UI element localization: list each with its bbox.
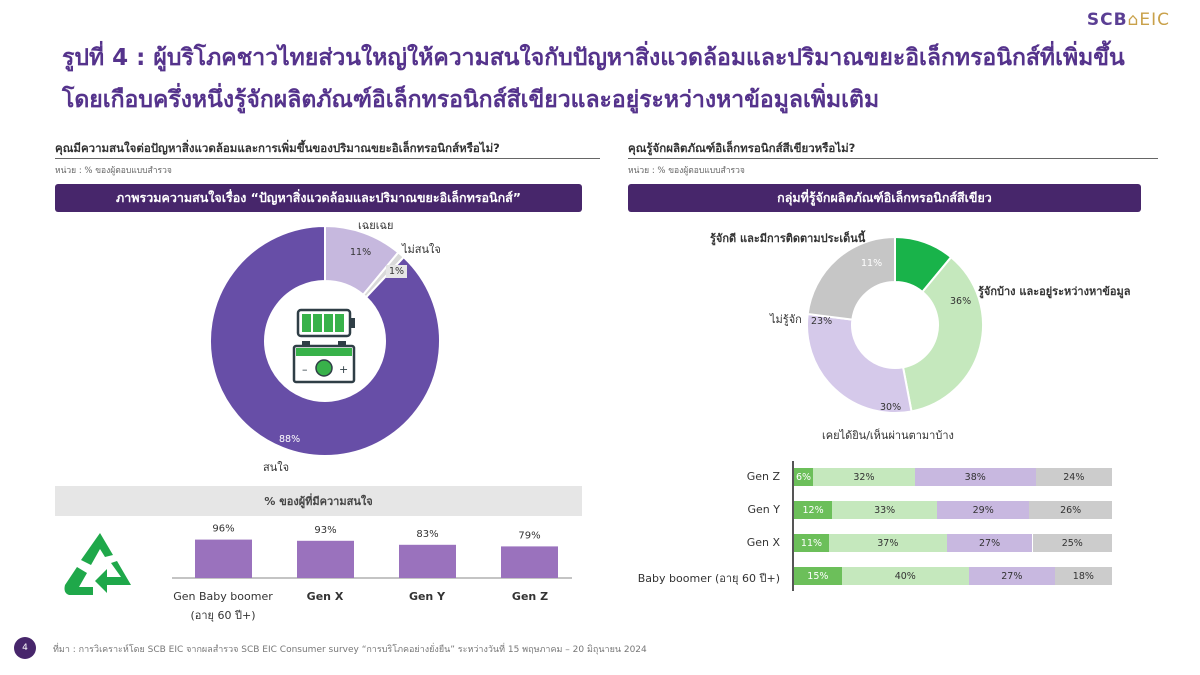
slice-label-interested: สนใจ [263, 461, 290, 474]
bar-cat-baby-boomer-line2: (อายุ 60 ปี+) [190, 609, 256, 622]
aware-label-unaware: ไม่รู้จัก [770, 313, 802, 326]
left-divider [55, 158, 600, 159]
scb-eic-logo: SCB⌂EIC [1087, 10, 1170, 30]
aware-value-unaware: 23% [811, 316, 833, 327]
interest-bar-2 [399, 544, 456, 578]
svg-text:+: + [339, 363, 348, 376]
stack-seg-0-0: 6% [794, 468, 814, 486]
right-divider [628, 158, 1158, 159]
bar-cat-gen-z: Gen Z [511, 590, 549, 603]
stack-seg-2-1: 37% [828, 534, 947, 552]
stack-seg-1-2: 29% [937, 501, 1030, 519]
interest-by-gen-header: % ของผู้ที่มีความสนใจ [55, 486, 582, 516]
interest-donut-chart: – + [209, 224, 441, 457]
page-title-line2: โดยเกือบครึ่งหนึ่งรู้จักผลิตภัณฑ์อิเล็กท… [62, 87, 880, 113]
bar-cat-gen-y: Gen Y [408, 590, 446, 603]
interest-bar-0 [195, 539, 252, 578]
right-question: คุณรู้จักผลิตภัณฑ์อิเล็กทรอนิกส์สีเขียวห… [628, 141, 856, 155]
awareness-donut-chart [806, 235, 984, 414]
interest-bar-value-2: 83% [416, 529, 438, 540]
battery-icon: – + [292, 308, 356, 384]
stack-seg-0-2: 38% [914, 468, 1036, 486]
stack-seg-2-0: 11% [794, 534, 829, 552]
logo-eic: EIC [1139, 10, 1170, 30]
logo-roof-icon: ⌂ [1127, 10, 1140, 30]
stack-seg-2-2: 27% [946, 534, 1033, 552]
right-unit: หน่วย : % ของผู้ตอบแบบสำรวจ [628, 166, 745, 176]
interest-slice-2 [209, 224, 441, 457]
awareness-slice-1 [901, 255, 984, 413]
stack-row-1: 12% 33% 29% 26% [794, 501, 1112, 519]
slice-value-interested: 88% [279, 434, 301, 445]
interest-bar-3 [501, 546, 558, 578]
aware-label-follow: รู้จักดี และมีการติดตามประเด็นนี้ [710, 232, 866, 245]
bar-cat-baby-boomer-line1: Gen Baby boomer [173, 590, 273, 603]
stacked-axis-line [792, 461, 794, 591]
right-banner: กลุ่มที่รู้จักผลิตภัณฑ์อิเล็กทรอนิกส์สีเ… [628, 184, 1141, 212]
stack-seg-0-3: 24% [1035, 468, 1112, 486]
stack-row-0: 6% 32% 38% 24% [794, 468, 1112, 486]
left-banner: ภาพรวมความสนใจเรื่อง “ปัญหาสิ่งแวดล้อมแล… [55, 184, 582, 212]
bar-cat-gen-x: Gen X [306, 590, 344, 603]
recycle-icon [64, 533, 131, 595]
interest-bar-1 [297, 540, 354, 578]
stack-row-label-0: Gen Z [746, 470, 780, 483]
logo-scb: SCB [1086, 10, 1128, 30]
interest-bar-value-3: 79% [518, 530, 540, 541]
svg-text:–: – [302, 363, 308, 376]
page-number: 4 [14, 637, 36, 659]
bar-cat-baby-boomer: Gen Baby boomer (อายุ 60 ปี+) [170, 587, 276, 625]
stack-seg-2-3: 25% [1032, 534, 1112, 552]
stack-seg-3-2: 27% [968, 567, 1055, 585]
stack-row-2: 11% 37% 27% 25% [794, 534, 1112, 552]
slice-value-neutral: 11% [350, 247, 372, 258]
stack-seg-3-3: 18% [1054, 567, 1112, 585]
slice-label-neutral: เฉยเฉย [358, 219, 394, 232]
interest-by-gen-chart: 96% 93% 83% 79% [172, 524, 572, 579]
stack-seg-1-0: 12% [794, 501, 833, 519]
awareness-slice-2 [806, 312, 913, 414]
slice-value-not-interested: 1% [386, 265, 408, 278]
slice-label-not-interested: ไม่สนใจ [402, 243, 441, 256]
awareness-slice-3 [806, 235, 896, 321]
stack-seg-1-1: 33% [832, 501, 938, 519]
stack-seg-3-1: 40% [841, 567, 969, 585]
aware-label-heard: เคยได้ยิน/เห็นผ่านตามาบ้าง [822, 429, 954, 442]
aware-value-heard: 30% [880, 402, 902, 413]
stack-seg-0-1: 32% [813, 468, 915, 486]
aware-value-some: 36% [950, 296, 972, 307]
aware-value-follow: 11% [861, 258, 883, 269]
interest-bar-value-0: 96% [212, 524, 234, 535]
page-title-line1: รูปที่ 4 : ผู้บริโภคชาวไทยส่วนใหญ่ให้ควา… [62, 45, 1125, 71]
source-note: ที่มา : การวิเคราะห์โดย SCB EIC จากผลสำร… [53, 645, 647, 655]
interest-bar-value-1: 93% [314, 525, 336, 536]
aware-label-some: รู้จักบ้าง และอยู่ระหว่างหาข้อมูล [978, 285, 1131, 298]
stack-row-label-3: Baby boomer (อายุ 60 ปี+) [637, 572, 780, 585]
stack-seg-3-0: 15% [794, 567, 842, 585]
left-question: คุณมีความสนใจต่อปัญหาสิ่งแวดล้อมและการเพ… [55, 141, 500, 155]
stack-row-label-1: Gen Y [747, 503, 780, 516]
stack-row-label-2: Gen X [746, 536, 780, 549]
left-unit: หน่วย : % ของผู้ตอบแบบสำรวจ [55, 166, 172, 176]
stack-seg-1-3: 26% [1029, 501, 1112, 519]
stack-row-3: 15% 40% 27% 18% [794, 567, 1112, 585]
